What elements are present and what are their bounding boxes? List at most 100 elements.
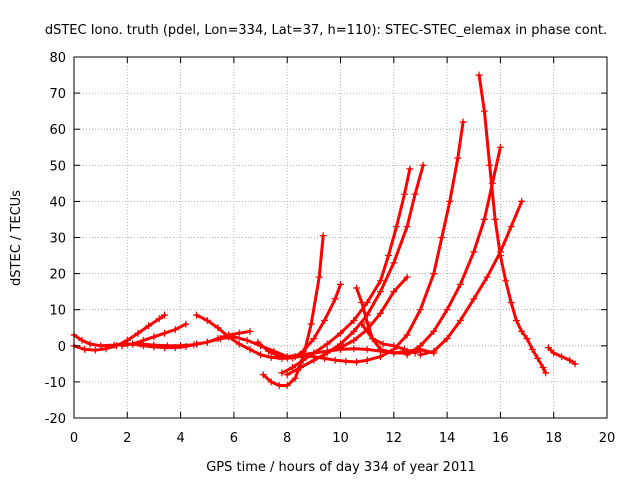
x-tick-label: 20 [599,431,616,446]
data-point [337,280,344,288]
x-tick-label: 6 [230,431,238,446]
data-point [379,340,387,348]
data-point [81,345,89,353]
data-point [363,345,371,353]
data-point [390,288,398,296]
data-point [401,345,408,353]
data-point [416,306,424,314]
data-point [502,277,510,285]
data-point [283,371,291,379]
data-point [129,340,137,348]
data-point [512,317,520,324]
data-series [403,143,504,359]
x-tick-label: 8 [283,431,291,446]
data-point [291,353,299,361]
y-tick-label: 40 [49,195,66,210]
data-point [518,327,526,335]
x-tick-label: 4 [176,431,184,446]
x-tick-label: 12 [386,431,403,446]
data-point [377,353,384,361]
data-point [416,351,424,359]
data-point [310,356,318,364]
x-axis-label: GPS time / hours of day 334 of year 2011 [206,460,476,475]
data-point [299,347,307,355]
chart-title: dSTEC Iono. truth (pdel, Lon=334, Lat=37… [45,23,607,38]
series-line [365,120,465,362]
data-point [507,223,515,231]
data-point [443,306,451,314]
data-point [507,299,515,306]
series-line [477,73,548,375]
data-point [534,354,542,362]
data-point [134,329,142,337]
grid [74,57,607,418]
data-point [193,311,201,319]
data-point [203,338,211,346]
data-point [123,336,131,344]
data-point [235,329,243,337]
data-point [353,284,360,292]
data-point [403,223,411,231]
data-point [118,342,126,350]
data-point [337,344,344,352]
data-point [323,340,331,348]
data-point [310,335,318,343]
data-point [353,358,360,366]
series-line [285,163,425,377]
data-point [323,347,331,355]
data-point [257,351,264,359]
y-axis-label: dSTEC / TECUs [9,190,24,286]
data-point [78,336,86,344]
data-point [161,344,169,352]
data-series [358,320,419,357]
data-point [539,364,547,371]
data-point [182,320,190,328]
y-axis-ticks: -20 -10 0 10 20 30 40 50 60 70 80 [45,51,607,427]
data-point [161,311,169,319]
data-point [363,318,371,326]
data-point [307,320,315,328]
data-point [390,259,398,267]
data-point [283,382,291,389]
data-point [350,327,358,335]
data-point [337,329,344,337]
y-tick-label: 60 [49,123,66,138]
data-point [259,371,267,379]
data-point [486,161,494,169]
data-point [528,345,536,353]
x-tick-label: 2 [123,431,131,446]
data-point [331,295,339,303]
data-series [129,327,254,352]
y-tick-label: 70 [49,87,66,102]
data-point [430,327,438,335]
data-point [470,295,478,303]
data-point [480,215,488,223]
data-series [475,71,550,377]
data-point [390,345,398,353]
data-point [571,360,579,368]
data-point [275,353,283,361]
data-point [161,329,169,337]
data-point [102,345,110,353]
data-point [150,333,158,341]
data-point [403,331,411,339]
data-point [542,369,550,377]
data-point [150,343,158,351]
data-point [265,347,272,355]
data-point [254,338,262,346]
data-point [139,342,147,350]
data-point [496,143,504,151]
data-point [454,154,462,162]
data-point [406,165,414,173]
data-point [558,353,566,361]
x-tick-label: 16 [492,431,509,446]
data-point [91,346,99,354]
data-point [145,322,153,330]
data-point [182,343,190,350]
data-point [377,309,384,317]
data-point [283,354,291,362]
data-point [491,215,499,223]
data-point [403,273,411,281]
data-point [342,357,350,365]
data-point [401,190,408,198]
